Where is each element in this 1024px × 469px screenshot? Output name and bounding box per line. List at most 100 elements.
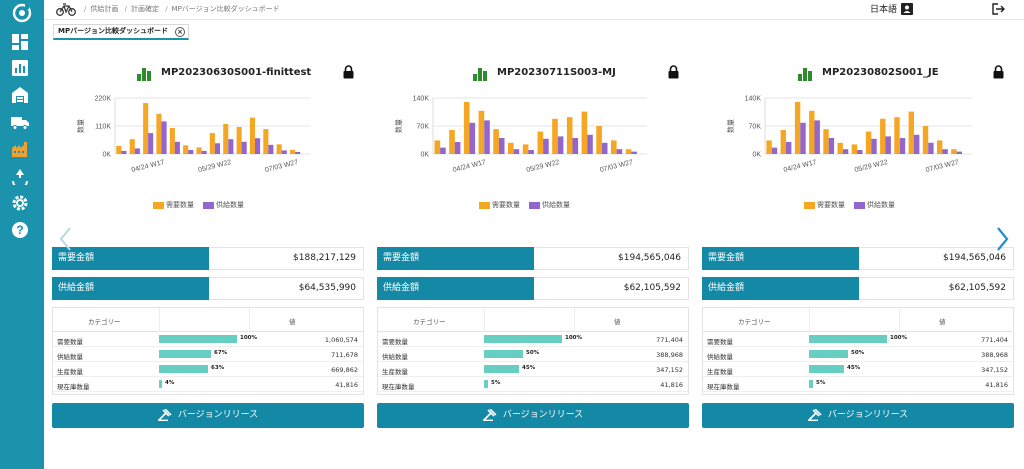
- supply-bar[interactable]: [786, 142, 792, 154]
- demand-bar[interactable]: [837, 142, 843, 154]
- supply-bar[interactable]: [800, 122, 806, 154]
- supply-bar[interactable]: [631, 151, 637, 154]
- demand-bar[interactable]: [143, 103, 149, 154]
- supply-bar[interactable]: [587, 134, 593, 154]
- legend-item-demand[interactable]: 需要数量: [479, 201, 520, 209]
- demand-bar[interactable]: [129, 139, 135, 154]
- demand-bar[interactable]: [196, 147, 202, 154]
- legend-item-demand[interactable]: 需要数量: [153, 201, 194, 209]
- demand-bar[interactable]: [625, 149, 632, 154]
- warehouse-icon[interactable]: [11, 86, 29, 104]
- demand-bar[interactable]: [236, 127, 242, 154]
- supply-bar[interactable]: [885, 136, 891, 154]
- supply-bar[interactable]: [956, 151, 962, 154]
- demand-bar[interactable]: [209, 133, 215, 154]
- supply-bar[interactable]: [871, 138, 877, 154]
- demand-bar[interactable]: [169, 128, 175, 154]
- dashboard-icon[interactable]: [11, 33, 29, 51]
- supply-bar[interactable]: [899, 138, 906, 154]
- language-selector[interactable]: 日本語: [870, 5, 898, 15]
- lock-icon[interactable]: [993, 65, 1004, 79]
- supply-bar[interactable]: [121, 150, 127, 154]
- supply-bar[interactable]: [857, 150, 863, 154]
- version-release-button[interactable]: バージョンリリース: [377, 403, 689, 428]
- carousel-prev-arrow-icon[interactable]: [58, 226, 72, 252]
- supply-bar[interactable]: [148, 133, 154, 154]
- supply-bar[interactable]: [528, 150, 534, 154]
- supply-bar[interactable]: [161, 121, 167, 154]
- supply-bar[interactable]: [484, 120, 490, 154]
- demand-bar[interactable]: [951, 149, 957, 154]
- demand-bar[interactable]: [434, 140, 441, 154]
- app-logo-icon[interactable]: [11, 3, 33, 23]
- supply-bar[interactable]: [228, 139, 234, 154]
- supply-bar[interactable]: [928, 142, 934, 154]
- demand-bar[interactable]: [449, 130, 455, 154]
- column-header-value[interactable]: 値: [289, 318, 296, 326]
- bicycle-icon[interactable]: [56, 3, 76, 16]
- supply-bar[interactable]: [188, 149, 194, 154]
- demand-bar[interactable]: [851, 144, 858, 154]
- breadcrumb-item[interactable]: 供給計画: [90, 5, 119, 13]
- demand-bar[interactable]: [522, 144, 529, 154]
- demand-bar[interactable]: [780, 130, 786, 154]
- demand-bar[interactable]: [183, 145, 189, 154]
- demand-bar[interactable]: [894, 117, 900, 154]
- demand-bar[interactable]: [823, 129, 829, 154]
- supply-bar[interactable]: [814, 120, 820, 154]
- column-header-value[interactable]: 値: [614, 318, 621, 326]
- demand-bar[interactable]: [478, 110, 485, 154]
- supply-bar[interactable]: [255, 138, 261, 154]
- supply-bar[interactable]: [828, 138, 835, 154]
- logout-icon[interactable]: [992, 3, 1005, 15]
- legend-item-demand[interactable]: 需要数量: [804, 201, 845, 209]
- column-header-value[interactable]: 値: [939, 318, 946, 326]
- lock-icon[interactable]: [668, 65, 679, 79]
- user-card-icon[interactable]: [901, 3, 913, 15]
- supply-bar[interactable]: [498, 138, 505, 154]
- truck-icon[interactable]: [11, 113, 29, 131]
- supply-bar[interactable]: [268, 144, 274, 154]
- demand-bar[interactable]: [566, 117, 573, 154]
- demand-bar[interactable]: [263, 129, 269, 154]
- demand-bar[interactable]: [116, 145, 122, 154]
- demand-bar[interactable]: [249, 117, 255, 154]
- supply-bar[interactable]: [201, 150, 207, 154]
- supply-bar[interactable]: [454, 142, 461, 154]
- close-icon[interactable]: ×: [175, 27, 185, 37]
- help-icon[interactable]: ?: [11, 221, 29, 239]
- demand-bar[interactable]: [794, 102, 801, 154]
- column-header-category[interactable]: カテゴリー: [88, 318, 121, 326]
- demand-bar[interactable]: [880, 118, 886, 154]
- legend-item-supply[interactable]: 供給数量: [854, 201, 895, 209]
- supply-bar[interactable]: [214, 143, 220, 154]
- supply-bar[interactable]: [241, 141, 247, 154]
- recycle-icon[interactable]: [11, 167, 29, 185]
- column-header-category[interactable]: カテゴリー: [738, 318, 771, 326]
- demand-bar[interactable]: [922, 126, 929, 154]
- supply-bar[interactable]: [942, 149, 948, 154]
- gear-icon[interactable]: [11, 194, 29, 212]
- demand-bar[interactable]: [552, 118, 558, 154]
- demand-bar[interactable]: [865, 131, 872, 154]
- column-header-category[interactable]: カテゴリー: [413, 318, 446, 326]
- supply-bar[interactable]: [557, 136, 564, 154]
- demand-bar[interactable]: [463, 102, 470, 154]
- demand-bar[interactable]: [508, 142, 514, 154]
- demand-bar[interactable]: [809, 110, 815, 154]
- supply-bar[interactable]: [440, 147, 446, 154]
- carousel-next-arrow-icon[interactable]: [996, 226, 1010, 252]
- demand-bar[interactable]: [766, 140, 772, 154]
- demand-bar[interactable]: [908, 111, 914, 154]
- breadcrumb-item[interactable]: 計画確定: [130, 5, 159, 13]
- demand-bar[interactable]: [290, 149, 296, 154]
- demand-bar[interactable]: [493, 129, 499, 154]
- lock-icon[interactable]: [343, 65, 354, 79]
- supply-bar[interactable]: [174, 141, 180, 154]
- tab-mp-version-dashboard[interactable]: MPバージョン比較ダッシュボード ×: [53, 24, 189, 40]
- bar-chart-icon[interactable]: [11, 59, 29, 77]
- supply-bar[interactable]: [771, 147, 778, 154]
- legend-item-supply[interactable]: 供給数量: [203, 201, 244, 209]
- supply-bar[interactable]: [601, 142, 608, 154]
- factory-icon[interactable]: [11, 140, 29, 158]
